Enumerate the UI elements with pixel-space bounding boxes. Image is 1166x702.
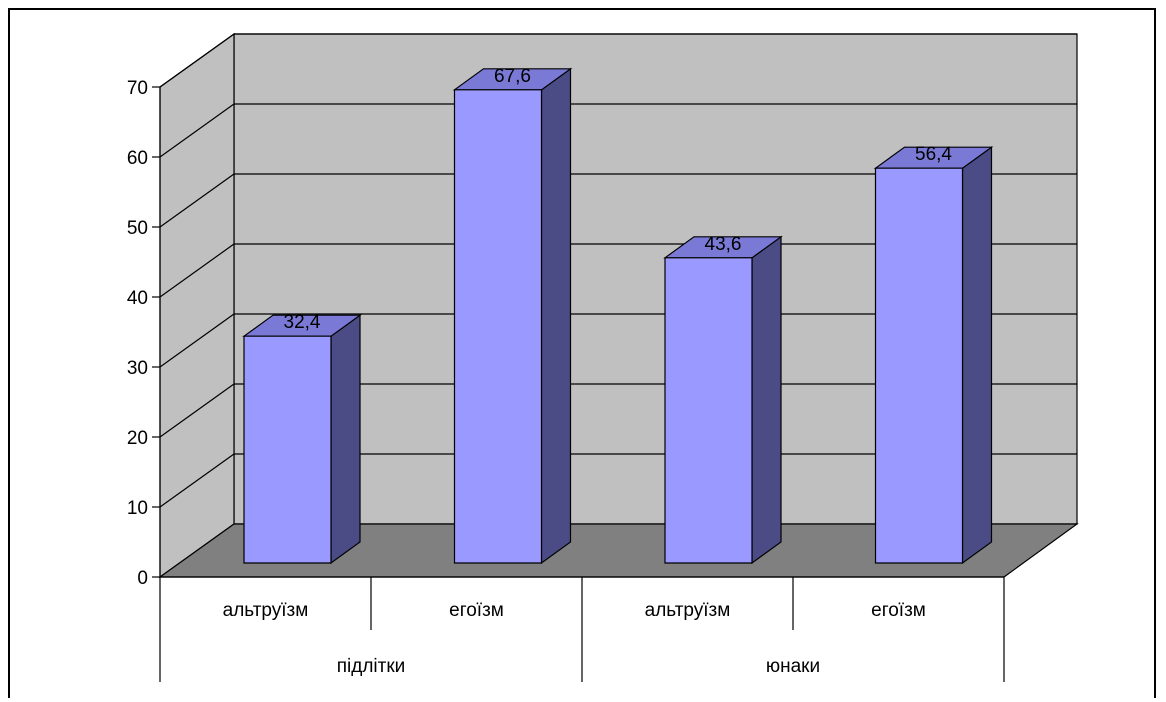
y-tick-label: 20 (127, 428, 148, 449)
data-label: 43,6 (705, 234, 742, 255)
gridline-side (159, 173, 235, 228)
y-tick-label: 70 (127, 78, 148, 99)
bar (874, 167, 964, 564)
gridline-side (159, 33, 235, 88)
gridline-side (159, 453, 235, 508)
data-label: 32,4 (284, 312, 321, 333)
bar-side (751, 235, 782, 565)
y-tick-label: 0 (137, 568, 148, 589)
gridline-side (159, 383, 235, 438)
x-category-label: егоїзм (449, 600, 504, 621)
bar-side (961, 146, 993, 565)
y-tick-label: 40 (127, 288, 148, 309)
y-tick-label: 10 (127, 498, 148, 519)
y-tick-label: 30 (127, 358, 148, 379)
x-group-label: підлітки (337, 656, 406, 677)
bar-side (330, 314, 361, 565)
x-group-label: юнаки (766, 656, 820, 677)
x-category-label: альтруїзм (645, 600, 731, 621)
side-wall (159, 32, 235, 579)
bar-chart-3d: 0 10 20 30 40 50 60 70 32,4 альтруїзм 67,6 егоїзм пі… (127, 32, 1079, 682)
data-label: 56,4 (915, 144, 952, 165)
gridline-side (159, 243, 235, 298)
bar (243, 335, 332, 564)
bar-side (540, 67, 572, 565)
chart-frame: 0 10 20 30 40 50 60 70 32,4 альтруїзм 67,6 егоїзм пі… (8, 8, 1156, 698)
gridline-side (159, 313, 235, 368)
y-tick-label: 50 (127, 218, 148, 239)
bar (453, 89, 543, 564)
x-category-label: альтруїзм (223, 600, 309, 621)
y-tick-label: 60 (127, 148, 148, 169)
gridline-side (159, 103, 235, 158)
bar (664, 257, 753, 564)
data-label: 67,6 (494, 66, 531, 87)
x-category-label: егоїзм (871, 600, 926, 621)
